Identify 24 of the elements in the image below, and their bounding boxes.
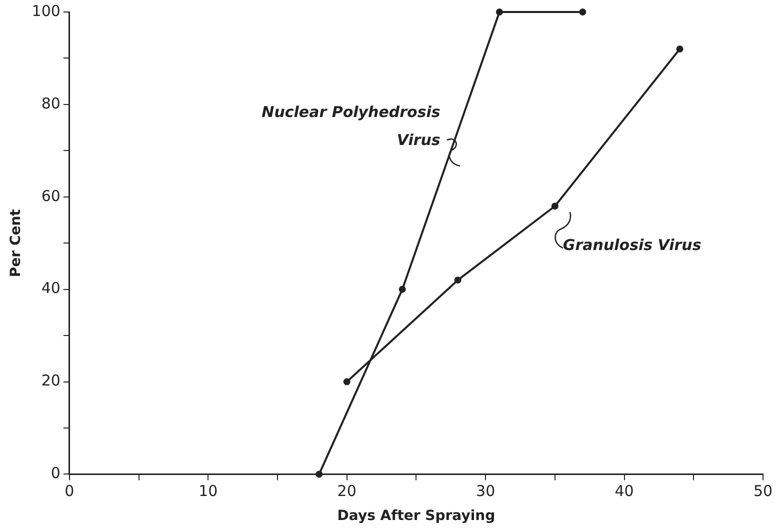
point: [579, 8, 586, 16]
x-tick-label: 0: [64, 482, 74, 500]
x-tick-label: 50: [753, 482, 773, 500]
y-tick-label: 0: [50, 464, 60, 482]
y-axis-title: Per Cent: [8, 208, 24, 278]
point: [676, 45, 684, 52]
y-tick-label: 40: [41, 279, 60, 298]
x-tick-label: 30: [476, 482, 496, 500]
point: [343, 378, 350, 386]
x-tick-label: 20: [337, 482, 356, 500]
series-label: Nuclear Polyhedrosis Virus: [262, 103, 440, 150]
point: [398, 286, 406, 293]
point: [454, 276, 462, 284]
x-tick-label: 10: [198, 482, 218, 500]
point: [551, 202, 558, 210]
y-tick-label: 80: [41, 94, 60, 112]
y-tick-label: 60: [41, 186, 60, 205]
y-tick-label: 20: [41, 372, 60, 390]
series-label: Granulosis Virus: [562, 236, 702, 254]
point: [316, 470, 323, 478]
y-tick-label: 100: [32, 2, 60, 20]
point: [496, 8, 503, 16]
x-tick-label: 40: [614, 482, 634, 500]
x-axis-title: Days After Spraying: [337, 508, 496, 524]
